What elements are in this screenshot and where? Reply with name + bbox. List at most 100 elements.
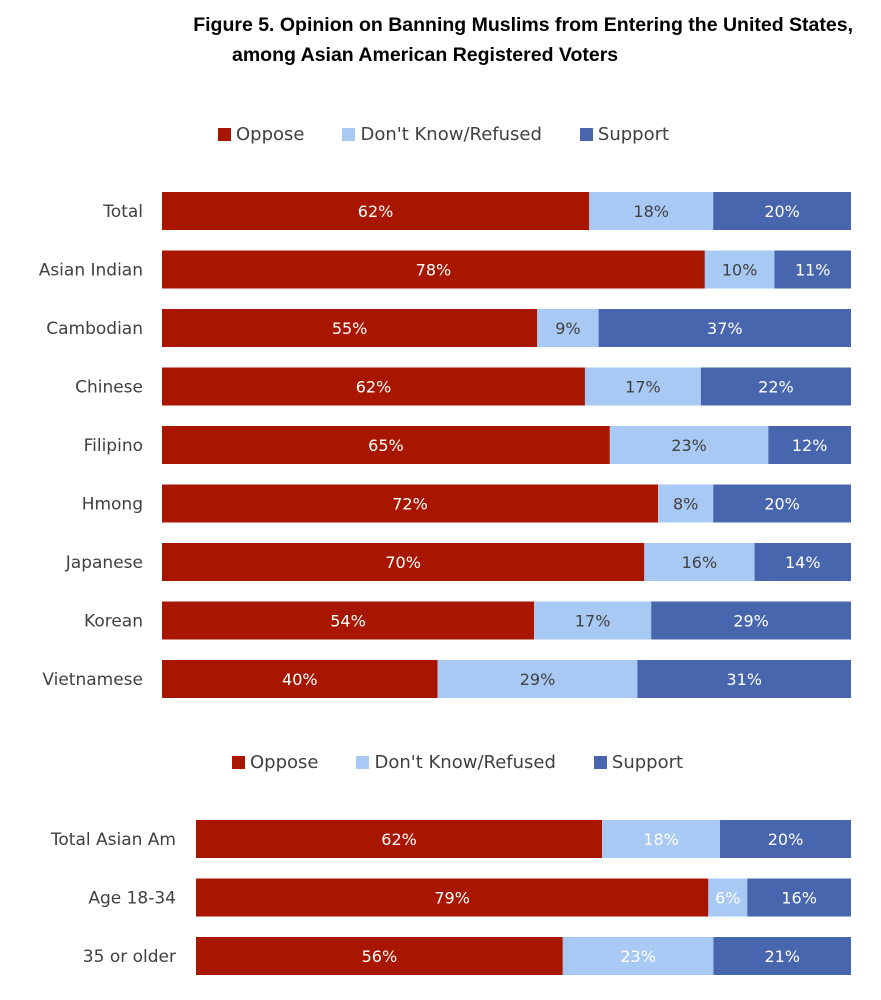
legend-item-oppose: Oppose <box>232 752 318 773</box>
data-label: 62% <box>356 378 392 397</box>
bar-segment-oppose <box>162 543 645 581</box>
data-label: 29% <box>520 670 556 689</box>
legend-label: Oppose <box>250 752 319 773</box>
data-label: 17% <box>625 378 661 397</box>
data-label: 6% <box>715 889 740 908</box>
legend-item-oppose: Oppose <box>218 124 304 145</box>
bar-segment-dont-know <box>609 426 769 464</box>
bar-segment-dont-know <box>534 601 652 640</box>
category-label: Total Asian Am <box>50 830 176 850</box>
data-label: 18% <box>633 202 669 221</box>
data-label: 23% <box>671 436 707 455</box>
data-label: 37% <box>707 319 743 338</box>
data-label: 9% <box>555 319 580 338</box>
bar-segment-dont-know <box>644 543 755 581</box>
data-label: 21% <box>764 947 800 966</box>
bar-segment-support <box>747 878 851 917</box>
category-label: 35 or older <box>83 947 176 967</box>
category-label: Total <box>102 202 143 222</box>
legend-label: Don't Know/Refused <box>374 752 556 773</box>
bar-segment-oppose <box>162 601 535 640</box>
bar-segment-dont-know <box>562 937 714 975</box>
data-label: 31% <box>726 670 762 689</box>
category-label: Chinese <box>75 378 143 398</box>
data-label: 54% <box>330 612 366 631</box>
data-label: 70% <box>385 553 421 572</box>
legend-item-support: Support <box>579 124 670 145</box>
legend-swatch-oppose <box>232 756 245 769</box>
data-label: 20% <box>764 495 800 514</box>
bar-segment-support <box>720 820 851 858</box>
bar-segment-oppose <box>162 309 538 347</box>
category-label: Vietnamese <box>42 670 143 690</box>
bar-segment-oppose <box>196 937 563 975</box>
category-label: Age 18-34 <box>88 889 176 909</box>
category-label: Filipino <box>84 436 143 456</box>
bar-segment-support <box>713 937 851 975</box>
data-label: 79% <box>434 889 470 908</box>
legend-item-dont-know: Don't Know/Refused <box>356 752 556 773</box>
bar-segment-dont-know <box>704 250 775 289</box>
data-label: 16% <box>781 889 817 908</box>
data-label: 78% <box>416 261 452 280</box>
data-label: 11% <box>795 261 831 280</box>
legend-swatch-oppose <box>218 128 231 141</box>
bar-segment-support <box>651 601 851 640</box>
bar-segment-support <box>598 309 851 347</box>
legend-label: Support <box>611 752 684 773</box>
category-label: Cambodian <box>46 319 143 339</box>
data-label: 8% <box>673 495 698 514</box>
category-label: Japanese <box>65 553 143 573</box>
bar-segment-support <box>754 543 851 581</box>
data-label: 55% <box>332 319 368 338</box>
legend-swatch-support <box>579 128 593 141</box>
bar-segment-support <box>637 660 851 698</box>
data-label: 10% <box>722 261 758 280</box>
chart-title-line-1: Figure 5. Opinion on Banning Muslims fro… <box>193 14 853 36</box>
legend-top: Oppose Don't Know/Refused Support <box>218 124 707 145</box>
bar-segment-oppose <box>162 484 659 523</box>
bar-segment-oppose <box>196 878 709 917</box>
legend-label: Support <box>597 124 670 145</box>
category-label: Korean <box>84 612 143 632</box>
chart-title-line-2: among Asian American Registered Voters <box>232 44 619 66</box>
bar-segment-dont-know <box>437 660 638 698</box>
bar-segment-dont-know <box>602 820 720 858</box>
bar-segment-dont-know <box>584 367 701 406</box>
data-label: 16% <box>682 553 718 572</box>
bar-segment-support <box>700 367 851 406</box>
bar-segment-dont-know <box>589 192 714 230</box>
bar-segment-support <box>713 192 851 230</box>
data-label: 20% <box>764 202 800 221</box>
bar-segment-oppose <box>162 660 438 698</box>
legend-label: Don't Know/Refused <box>360 124 542 145</box>
data-label: 12% <box>792 436 828 455</box>
bar-segment-dont-know <box>537 309 599 347</box>
bar-segment-oppose <box>162 367 585 406</box>
bar-segment-oppose <box>196 820 603 858</box>
bar-segment-oppose <box>162 250 705 289</box>
bar-segment-support <box>713 484 851 523</box>
bar-segment-oppose <box>162 426 610 464</box>
data-label: 29% <box>733 612 769 631</box>
data-label: 56% <box>362 947 398 966</box>
legend-bottom: Oppose Don't Know/Refused Support <box>232 752 721 773</box>
data-label: 40% <box>282 670 318 689</box>
data-label: 72% <box>392 495 428 514</box>
category-label: Asian Indian <box>39 261 143 281</box>
data-label: 17% <box>575 612 611 631</box>
data-label: 22% <box>758 378 794 397</box>
data-label: 62% <box>381 830 417 849</box>
bar-segment-dont-know <box>658 484 714 523</box>
data-label: 20% <box>768 830 804 849</box>
legend-label: Oppose <box>236 124 305 145</box>
category-label: Hmong <box>82 495 143 515</box>
chart-2: Total Asian Am 62% 18% 20% Age 18-34 79% 6% 16%… <box>50 820 851 975</box>
legend-item-dont-know: Don't Know/Refused <box>342 124 542 145</box>
bar-segment-support <box>768 426 851 464</box>
bar-segment-support <box>774 250 851 289</box>
data-label: 14% <box>785 553 821 572</box>
legend-swatch-dont-know <box>356 756 370 769</box>
data-label: 65% <box>368 436 404 455</box>
